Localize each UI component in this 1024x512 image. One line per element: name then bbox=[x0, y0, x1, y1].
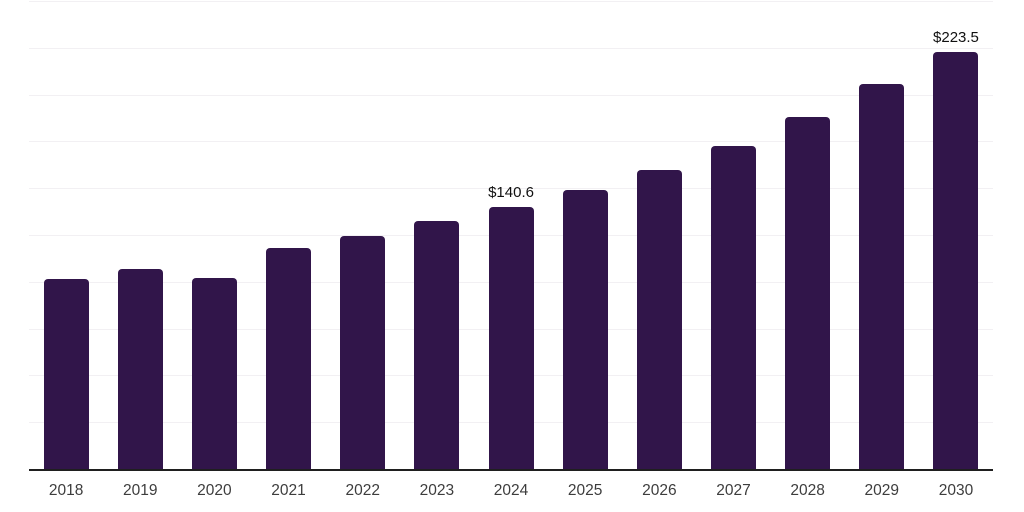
bar-slot-2025 bbox=[548, 2, 622, 470]
x-tick-2018: 2018 bbox=[48, 482, 84, 499]
gridline bbox=[29, 141, 993, 143]
bar-2027 bbox=[710, 145, 756, 470]
x-tick-2029: 2029 bbox=[864, 482, 900, 499]
gridline bbox=[29, 188, 993, 190]
bar-2026 bbox=[636, 170, 682, 470]
bar-2028 bbox=[785, 116, 831, 470]
gridline bbox=[29, 94, 993, 96]
bar-slot-2020 bbox=[177, 2, 251, 470]
bar-slot-2026 bbox=[622, 2, 696, 470]
bar-value-label-2024: $140.6 bbox=[488, 183, 534, 201]
bar-slot-2018 bbox=[29, 2, 103, 470]
bar-2030 bbox=[933, 51, 979, 470]
x-tick-2028: 2028 bbox=[790, 482, 825, 499]
bar-slot-2027 bbox=[696, 2, 770, 470]
bar-slot-2024: $140.6 bbox=[474, 2, 548, 470]
x-tick-2021: 2021 bbox=[271, 482, 306, 499]
x-tick-2019: 2019 bbox=[122, 482, 158, 499]
plot-area: $140.6 $223.5 bbox=[29, 1, 993, 471]
x-tick-2030: 2030 bbox=[938, 482, 974, 499]
bar-slot-2028 bbox=[771, 2, 845, 470]
bar-2020 bbox=[191, 278, 237, 470]
gridline bbox=[29, 1, 993, 2]
x-tick-2024: 2024 bbox=[493, 482, 529, 499]
bar-slot-2022 bbox=[326, 2, 400, 470]
bar-2021 bbox=[266, 248, 312, 470]
bar-value-label-2030: $223.5 bbox=[933, 28, 979, 46]
x-axis-line bbox=[29, 469, 993, 471]
x-tick-2026: 2026 bbox=[642, 482, 677, 499]
x-axis-labels: 2018 2019 2020 2021 2022 2023 2024 2025 2026 2027… bbox=[29, 482, 993, 500]
bar-2025 bbox=[562, 189, 608, 470]
x-tick-2025: 2025 bbox=[567, 482, 603, 499]
bar-slot-2019 bbox=[103, 2, 177, 470]
bar-2024 bbox=[488, 206, 534, 470]
bar-2018 bbox=[43, 278, 89, 470]
x-tick-2020: 2020 bbox=[197, 482, 232, 499]
bar-2019 bbox=[117, 269, 163, 470]
x-tick-2023: 2023 bbox=[419, 482, 455, 499]
bar-2023 bbox=[414, 221, 460, 470]
bar-slot-2030: $223.5 bbox=[919, 2, 993, 470]
bar-slot-2021 bbox=[251, 2, 325, 470]
bar-slot-2023 bbox=[400, 2, 474, 470]
bar-series: $140.6 $223.5 bbox=[29, 2, 993, 470]
x-tick-2027: 2027 bbox=[716, 482, 751, 499]
bar-2022 bbox=[340, 235, 386, 470]
bar-slot-2029 bbox=[845, 2, 919, 470]
bar-2029 bbox=[859, 84, 905, 470]
x-tick-2022: 2022 bbox=[345, 482, 380, 499]
gridline bbox=[29, 47, 993, 49]
